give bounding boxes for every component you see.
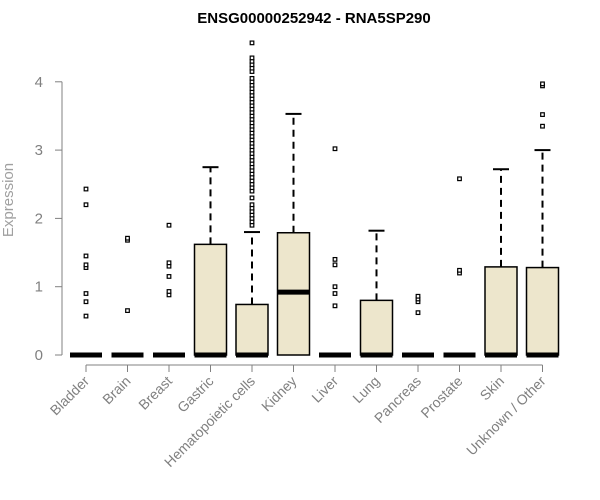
box-kidney <box>276 112 311 356</box>
box-breast <box>153 222 185 358</box>
y-tick-label: 3 <box>35 142 43 159</box>
outlier-point <box>332 146 338 152</box>
outlier-point <box>83 291 89 296</box>
outlier-point <box>125 308 130 314</box>
box-gastric <box>193 166 228 358</box>
x-tick-label: Prostate <box>417 373 465 421</box>
x-tick-label: Liver <box>308 373 341 406</box>
outlier-point <box>166 274 172 279</box>
outlier-point <box>83 299 89 305</box>
outlier-point <box>83 313 89 319</box>
outlier-point <box>540 112 545 117</box>
outlier-point <box>457 176 462 182</box>
x-tick-label: Brain <box>99 373 133 407</box>
box-liver <box>319 146 351 358</box>
outlier-point <box>249 40 255 46</box>
box-lung <box>359 229 394 358</box>
outlier-point <box>332 284 338 290</box>
box-prostate <box>443 176 476 358</box>
x-tick-label: Skin <box>477 373 508 404</box>
outlier-point <box>83 186 89 192</box>
outlier-point <box>166 222 172 228</box>
outlier-point <box>540 81 545 87</box>
box-hematopoietic-cells <box>235 40 269 358</box>
outlier-point <box>415 310 421 316</box>
box-iqr <box>525 266 560 356</box>
outlier-point <box>166 289 172 294</box>
chart-title: ENSG00000252942 - RNA5SP290 <box>197 10 430 27</box>
box-pancreas <box>402 293 434 358</box>
y-axis: 0 1 2 3 4 <box>35 74 63 364</box>
outlier-point <box>332 291 338 296</box>
y-tick-label: 1 <box>35 279 43 296</box>
x-tick-label: Unknown / Other <box>463 373 549 459</box>
box-unknown-other <box>525 81 560 358</box>
outlier-point <box>83 253 89 259</box>
box-iqr <box>193 243 228 356</box>
x-tick-label: Lung <box>349 373 382 406</box>
box-brain <box>111 235 144 358</box>
outlier-point <box>540 123 545 129</box>
y-tick-label: 0 <box>35 347 43 364</box>
outlier-point <box>332 256 338 262</box>
outlier-point <box>332 303 338 309</box>
box-skin <box>484 168 518 358</box>
box-bladder <box>70 186 102 358</box>
outlier-point <box>249 75 255 81</box>
outlier-point <box>332 262 338 268</box>
outlier-point <box>125 235 130 241</box>
box-iqr <box>484 266 518 356</box>
y-axis-label: Expression <box>0 163 17 237</box>
outlier-point <box>457 267 462 273</box>
outlier-point <box>83 202 89 208</box>
box-iqr <box>235 303 269 356</box>
outlier-point <box>83 262 89 268</box>
box-iqr <box>359 299 394 356</box>
boxes <box>70 40 560 358</box>
outlier-point <box>249 195 255 201</box>
outlier-point <box>249 55 255 61</box>
y-tick-label: 2 <box>35 210 43 227</box>
x-tick-label: Breast <box>135 373 175 413</box>
outlier-point <box>166 260 172 266</box>
outlier-point <box>249 202 255 208</box>
x-tick-label: Kidney <box>258 373 300 415</box>
x-tick-label: Bladder <box>47 373 93 419</box>
outlier-point <box>415 293 421 299</box>
y-tick-label: 4 <box>35 74 43 91</box>
